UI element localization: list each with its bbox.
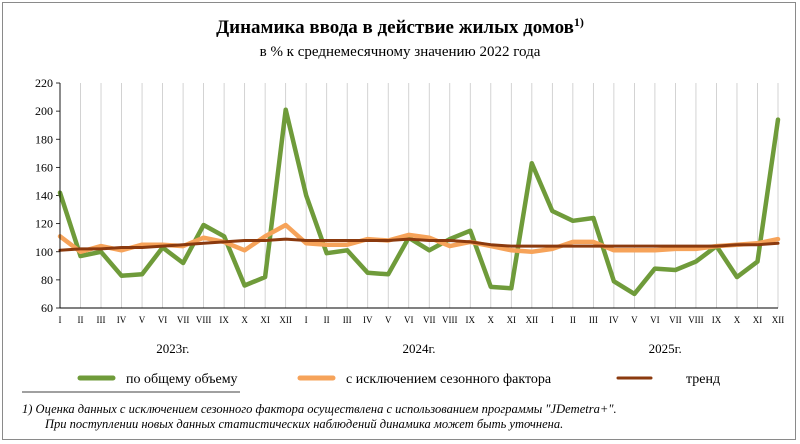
x-tick-label: XI — [507, 315, 517, 325]
x-tick-label: II — [570, 315, 576, 325]
y-tick-label: 180 — [35, 132, 53, 146]
y-tick-label: 120 — [35, 217, 53, 231]
x-tick-label: II — [78, 315, 84, 325]
x-tick-label: IX — [219, 315, 229, 325]
gridlines — [80, 83, 779, 308]
x-tick-label: I — [305, 315, 308, 325]
x-tick-label: VIII — [442, 315, 458, 325]
axes — [59, 83, 778, 309]
x-axis-ticks: I II III IV V VI VII VIII IX X XI XII I II III IV V VI VII… — [59, 315, 785, 325]
y-axis-ticks: 60 80 100 120 140 160 180 200 220 — [35, 76, 60, 315]
x-tick-label: VI — [650, 315, 660, 325]
x-tick-label: III — [343, 315, 352, 325]
x-tick-label: VII — [669, 315, 682, 325]
x-tick-label: II — [324, 315, 330, 325]
y-tick-label: 220 — [35, 76, 53, 90]
x-tick-label: IV — [117, 315, 127, 325]
x-tick-label: V — [385, 315, 392, 325]
y-tick-label: 60 — [41, 301, 53, 315]
x-tick-label: III — [97, 315, 106, 325]
x-tick-label: VIII — [196, 315, 212, 325]
x-tick-label: X — [241, 315, 248, 325]
chart-title-text: Динамика ввода в действие жилых домов — [216, 17, 574, 38]
x-tick-label: XI — [260, 315, 270, 325]
x-tick-label: X — [488, 315, 495, 325]
y-tick-label: 100 — [35, 245, 53, 259]
x-tick-label: III — [589, 315, 598, 325]
x-tick-label: VII — [177, 315, 190, 325]
y-tick-label: 200 — [35, 104, 53, 118]
series-lines — [57, 107, 781, 297]
x-tick-label: VIII — [688, 315, 704, 325]
x-tick-label: V — [631, 315, 638, 325]
footnote-line-2: При поступлении новых данных статистичес… — [44, 417, 563, 431]
x-tick-label: VII — [423, 315, 436, 325]
chart-subtitle: в % к среднемесячному значению 2022 года — [260, 44, 541, 60]
year-labels: 2023г. 2024г. 2025г. — [156, 341, 681, 356]
x-tick-label: IX — [466, 315, 476, 325]
y-tick-label: 160 — [35, 160, 53, 174]
chart-title: Динамика ввода в действие жилых домов1) — [216, 15, 584, 38]
x-tick-label: XII — [279, 315, 292, 325]
x-tick-label: IV — [363, 315, 373, 325]
x-tick-label: XI — [753, 315, 763, 325]
x-tick-label: VI — [404, 315, 414, 325]
x-tick-label: XII — [526, 315, 539, 325]
chart-frame — [2, 2, 796, 440]
legend-label-seasonal: с исключением сезонного фактора — [346, 372, 552, 387]
x-tick-label: XII — [772, 315, 785, 325]
y-tick-label: 140 — [35, 189, 53, 203]
series-line-0 — [57, 107, 781, 297]
year-label: 2023г. — [156, 341, 189, 356]
x-tick-label: IV — [609, 315, 619, 325]
legend-label-total: по общему объему — [126, 372, 238, 387]
year-label: 2024г. — [402, 341, 435, 356]
legend: по общему объему с исключением сезонного… — [77, 372, 720, 387]
series-line-2 — [58, 237, 780, 252]
chart-title-footnote-mark: 1) — [574, 15, 584, 29]
x-tick-label: VI — [158, 315, 168, 325]
y-tick-label: 80 — [41, 273, 53, 287]
footnote-line-1: 1) Оценка данных с исключением сезонного… — [22, 402, 617, 416]
x-tick-label: IX — [712, 315, 722, 325]
x-tick-label: V — [139, 315, 146, 325]
x-tick-label: I — [551, 315, 554, 325]
x-tick-label: I — [59, 315, 62, 325]
x-tick-label: X — [734, 315, 741, 325]
year-label: 2025г. — [649, 341, 682, 356]
legend-label-trend: тренд — [686, 372, 720, 387]
